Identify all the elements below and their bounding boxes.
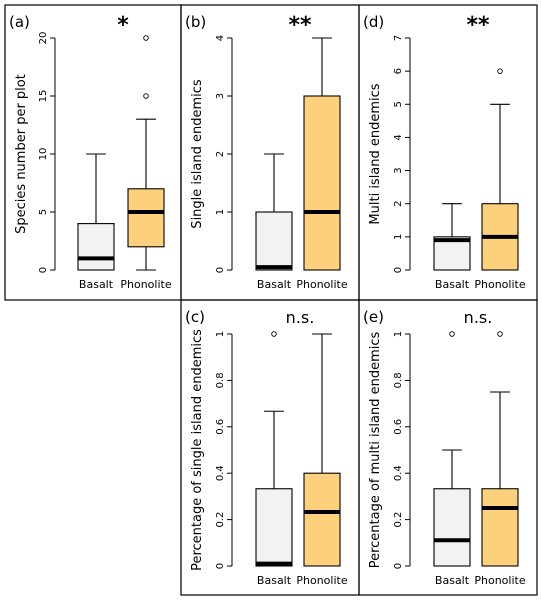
panel-label: (c) — [185, 308, 205, 326]
interquartile-box — [433, 236, 471, 271]
panel-label: (e) — [363, 308, 384, 326]
box-phonolite: Phonolite — [296, 333, 348, 587]
y-tick-label: 0 — [215, 563, 226, 569]
y-tick-label: 0 — [38, 267, 49, 273]
y-tick-label: 0 — [393, 267, 404, 273]
interquartile-box — [481, 488, 519, 567]
x-category-label: Phonolite — [296, 574, 347, 587]
y-tick-label: 1 — [215, 331, 226, 337]
y-tick-label: 15 — [38, 90, 49, 103]
panel-frame — [358, 299, 538, 596]
box-basalt: Basalt — [77, 153, 115, 291]
y-tick-label: 10 — [38, 148, 49, 161]
y-tick-label: 2 — [393, 201, 404, 207]
y-tick-label: 2 — [215, 151, 226, 157]
outlier-point — [271, 331, 277, 337]
significance-marker: n.s. — [286, 308, 315, 327]
x-category-label: Basalt — [435, 574, 470, 587]
x-category-label: Basalt — [257, 574, 292, 587]
panel-1: (b) ** 0 1 2 3 4 Single island endemics Basalt Ph… — [180, 4, 360, 301]
interquartile-box — [255, 488, 293, 567]
y-axis-title: Percentage of single island endemics — [190, 329, 205, 571]
x-category-label: Basalt — [257, 278, 292, 291]
y-tick-label: 0.8 — [393, 372, 404, 388]
significance-marker: * — [117, 13, 129, 38]
y-tick-label: 0 — [215, 267, 226, 273]
y-tick-label: 7 — [393, 35, 404, 41]
outlier-point — [143, 93, 149, 99]
box-phonolite: Phonolite — [296, 37, 348, 291]
significance-marker: ** — [466, 13, 490, 38]
y-tick-label: 5 — [38, 209, 49, 215]
y-tick-label: 0.4 — [393, 465, 404, 481]
y-tick-label: 0.2 — [215, 512, 226, 528]
y-tick-label: 0.6 — [393, 419, 404, 435]
y-tick-label: 0.2 — [393, 512, 404, 528]
y-tick-label: 20 — [38, 32, 49, 45]
y-tick-label: 3 — [215, 93, 226, 99]
panel-label: (d) — [363, 13, 384, 31]
y-tick-label: 0 — [393, 563, 404, 569]
interquartile-box — [433, 488, 471, 567]
outlier-point — [497, 68, 503, 74]
y-tick-label: 3 — [393, 167, 404, 173]
y-axis-title: Multi island endemics — [368, 83, 383, 224]
interquartile-box — [303, 472, 341, 567]
box-basalt: Basalt — [255, 331, 293, 587]
significance-marker: ** — [288, 13, 312, 38]
significance-marker: n.s. — [464, 308, 493, 327]
panel-2: (d) ** 0 1 2 3 4 5 6 7 Multi island endemics Basalt… — [358, 4, 538, 301]
y-tick-label: 0.4 — [215, 465, 226, 481]
x-category-label: Phonolite — [120, 278, 171, 291]
box-basalt: Basalt — [433, 203, 471, 291]
y-tick-label: 4 — [393, 134, 404, 140]
panel-label: (b) — [185, 13, 206, 31]
y-tick-label: 4 — [215, 35, 226, 41]
y-tick-label: 1 — [215, 209, 226, 215]
outlier-point — [497, 331, 503, 337]
y-axis-title: Species number per plot — [14, 74, 29, 234]
interquartile-box — [127, 188, 165, 248]
box-phonolite: Phonolite — [474, 331, 526, 587]
x-category-label: Phonolite — [474, 278, 525, 291]
x-category-label: Basalt — [79, 278, 114, 291]
interquartile-box — [255, 211, 293, 271]
x-category-label: Phonolite — [296, 278, 347, 291]
y-tick-label: 5 — [393, 101, 404, 107]
y-axis-title: Single island endemics — [190, 79, 205, 229]
outlier-point — [143, 35, 149, 41]
x-category-label: Basalt — [435, 278, 470, 291]
box-basalt: Basalt — [255, 153, 293, 291]
panel-4: (e) n.s. 0 0.2 0.4 0.6 0.8 1 Percentage of multi… — [358, 299, 538, 596]
box-phonolite: Phonolite — [474, 68, 526, 291]
interquartile-box — [303, 95, 341, 271]
y-tick-label: 0.8 — [215, 372, 226, 388]
box-basalt: Basalt — [433, 331, 471, 587]
panel-3: (c) n.s. 0 0.2 0.4 0.6 0.8 1 Percentage of singl… — [180, 299, 360, 596]
panel-label: (a) — [9, 13, 30, 31]
interquartile-box — [77, 223, 115, 271]
outlier-point — [449, 331, 455, 337]
panel-0: (a) * 0 5 10 15 20 Species number per plot Basal… — [4, 4, 182, 301]
x-category-label: Phonolite — [474, 574, 525, 587]
y-tick-label: 1 — [393, 331, 404, 337]
box-phonolite: Phonolite — [120, 35, 172, 291]
y-tick-label: 1 — [393, 234, 404, 240]
y-tick-label: 6 — [393, 68, 404, 74]
y-axis-title: Percentage of multi island endemics — [368, 332, 383, 569]
y-tick-label: 0.6 — [215, 419, 226, 435]
